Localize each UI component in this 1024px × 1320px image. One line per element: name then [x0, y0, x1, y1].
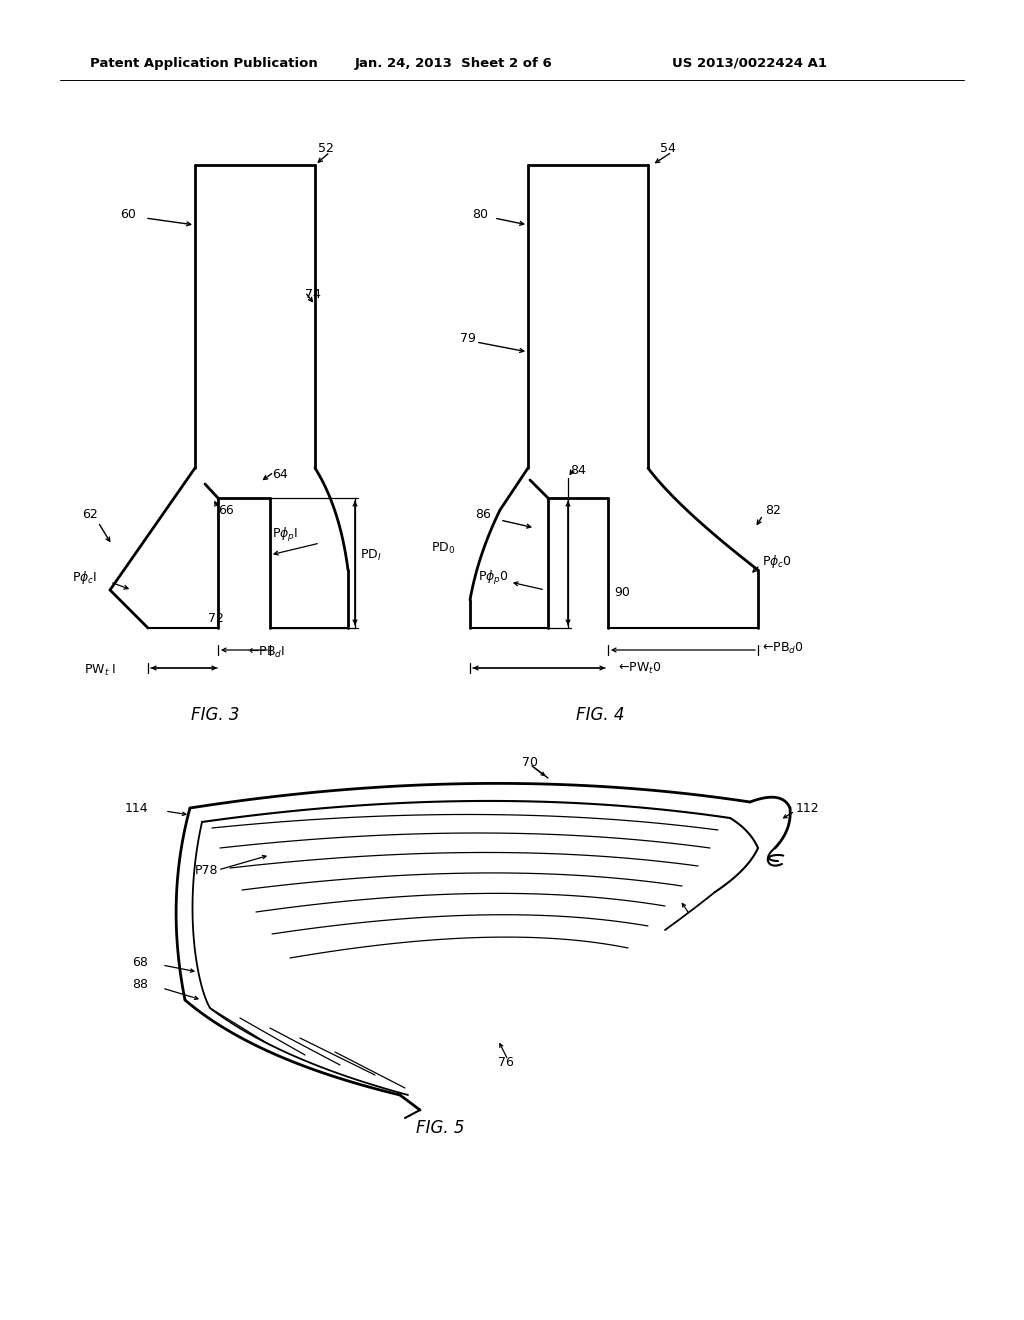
Text: 82: 82: [765, 503, 781, 516]
Text: 90: 90: [614, 586, 630, 598]
Text: 68: 68: [132, 956, 148, 969]
Text: FIG. 3: FIG. 3: [190, 706, 240, 723]
Text: P$\phi_p$0: P$\phi_p$0: [478, 569, 509, 587]
Text: PW$_t$ I: PW$_t$ I: [84, 663, 116, 677]
Text: 54: 54: [660, 141, 676, 154]
Text: 80: 80: [472, 209, 488, 222]
Text: FIG. 5: FIG. 5: [416, 1119, 464, 1137]
Text: P$\phi_c$I: P$\phi_c$I: [72, 569, 97, 586]
Text: 52: 52: [318, 141, 334, 154]
Text: FIG. 4: FIG. 4: [575, 706, 625, 723]
Text: 70: 70: [522, 755, 538, 768]
Text: Patent Application Publication: Patent Application Publication: [90, 57, 317, 70]
Text: 62: 62: [82, 508, 97, 521]
Text: ←PB$_d$I: ←PB$_d$I: [248, 644, 285, 660]
Text: US 2013/0022424 A1: US 2013/0022424 A1: [672, 57, 827, 70]
Text: 64: 64: [272, 469, 288, 482]
Text: 60: 60: [120, 209, 136, 222]
Text: 76: 76: [498, 1056, 514, 1068]
Text: 79: 79: [460, 331, 476, 345]
Text: 74: 74: [305, 289, 321, 301]
Text: ←PW$_t$0: ←PW$_t$0: [618, 660, 662, 676]
Text: PD$_I$: PD$_I$: [360, 548, 382, 562]
Text: P$\phi_p$I: P$\phi_p$I: [272, 525, 298, 544]
Text: 72: 72: [208, 611, 224, 624]
Text: 112: 112: [796, 801, 819, 814]
Text: Jan. 24, 2013  Sheet 2 of 6: Jan. 24, 2013 Sheet 2 of 6: [355, 57, 553, 70]
Text: 88: 88: [132, 978, 148, 991]
Text: PD$_0$: PD$_0$: [431, 540, 455, 556]
Text: P78: P78: [195, 863, 218, 876]
Text: 114: 114: [124, 801, 148, 814]
Text: ←PB$_d$0: ←PB$_d$0: [762, 640, 804, 656]
Text: 66: 66: [218, 503, 233, 516]
Text: 86: 86: [475, 508, 490, 521]
Text: P$\phi_c$0: P$\phi_c$0: [762, 553, 793, 570]
Text: 84: 84: [570, 463, 586, 477]
